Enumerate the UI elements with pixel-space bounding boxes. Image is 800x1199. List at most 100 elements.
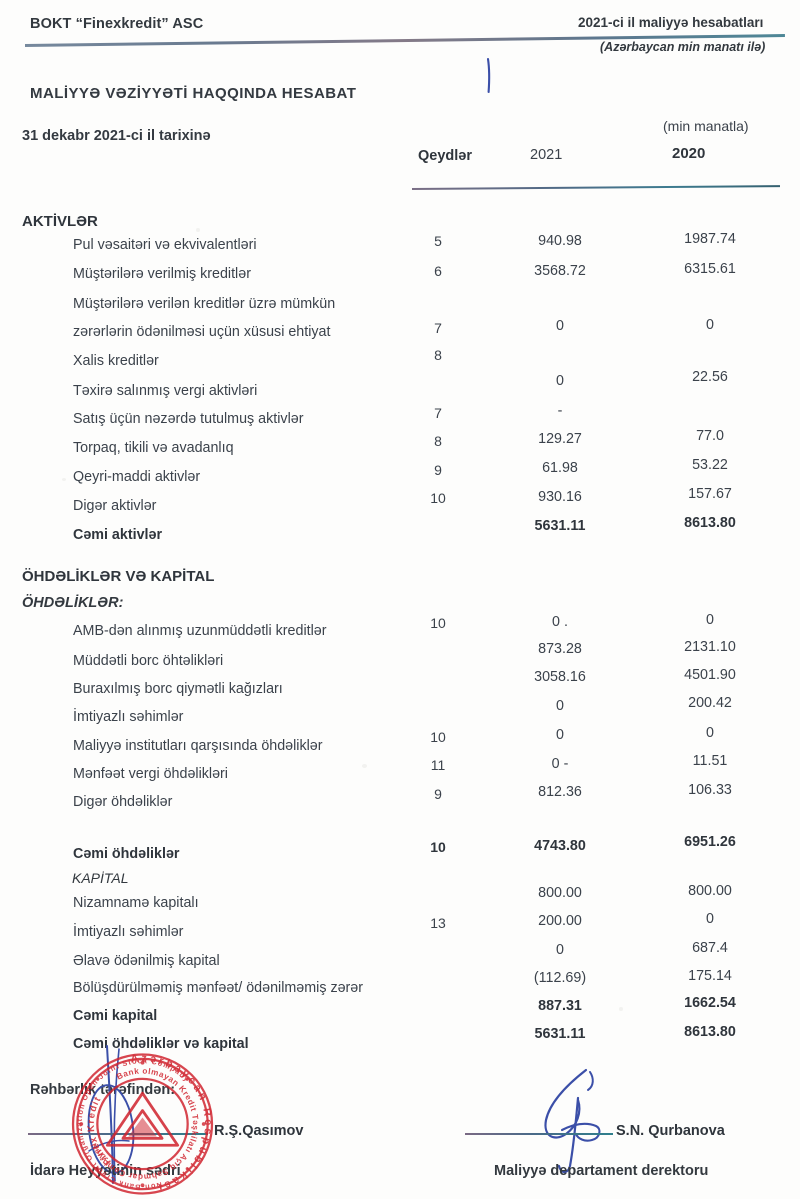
row-value-2020: 687.4 <box>692 940 728 956</box>
row-value-2021: 0 - <box>551 756 569 772</box>
row-note: 10 <box>430 615 446 631</box>
row-label: Buraxılmış borc qiymətli kağızları <box>73 681 283 697</box>
section-subheading-equity: KAPİTAL <box>72 870 129 886</box>
row-label: Maliyyə institutları qarşısında öhdəlikl… <box>73 738 323 754</box>
column-header-2020: 2020 <box>672 145 706 162</box>
row-value-2020: 8613.80 <box>684 515 736 531</box>
row-label: Təxirə salınmış vergi aktivləri <box>73 383 258 399</box>
row-value-2021: 930.16 <box>538 489 582 505</box>
row-value-2021: 200.00 <box>538 913 582 929</box>
row-value-2020: 106.33 <box>688 782 732 798</box>
row-note: 13 <box>430 915 446 931</box>
row-note: 6 <box>434 263 442 279</box>
svg-text:Finex Kredit: Finex Kredit <box>86 1094 114 1167</box>
row-label: Pul vəsaitəri və ekvivalentləri <box>73 237 257 253</box>
row-label: Müştərilərə verilmiş kreditlər <box>73 266 251 282</box>
row-note: 10 <box>430 490 446 506</box>
row-label: Nizamnamə kapitalı <box>73 895 199 911</box>
column-header-2021: 2021 <box>530 147 563 163</box>
row-value-2021: 873.28 <box>538 641 582 657</box>
row-label-total-liabilities-equity: Cəmi öhdəliklər və kapital <box>73 1036 249 1052</box>
row-value-2021: 812.36 <box>538 784 582 800</box>
row-label: Müştərilərə verilən kreditlər üzrə mümkü… <box>73 296 336 312</box>
page-title: MALİYYƏ VƏZİYYƏTİ HAQQINDA HESABAT <box>30 85 357 102</box>
row-value-2020: 53.22 <box>692 457 728 473</box>
row-value-2021: 0 <box>556 727 564 743</box>
scan-speckle <box>619 1007 623 1011</box>
row-value-2020: 800.00 <box>688 883 732 899</box>
pen-mark-tick <box>480 57 500 94</box>
row-label: Bölüşdürülməmiş mənfəət/ ödənilməmiş zər… <box>73 980 364 996</box>
row-value-2020: 77.0 <box>696 428 724 444</box>
approved-by-label: Rəhbərlik tərəfindən: <box>30 1082 176 1098</box>
signatory-right-name: S.N. Qurbanova <box>616 1123 725 1139</box>
row-value-2021: 3058.16 <box>534 669 586 685</box>
scan-speckle <box>62 478 66 481</box>
row-label-total-equity: Cəmi kapital <box>73 1008 158 1024</box>
row-value-2020: 157.67 <box>688 486 732 502</box>
row-label: Əlavə ödənilmiş kapital <box>73 953 220 969</box>
row-label: Satış üçün nəzərdə tutulmuş aktivlər <box>73 411 304 427</box>
row-value-2021: 800.00 <box>538 885 582 901</box>
row-value-2021: 940.98 <box>538 233 582 249</box>
row-value-2021: 0 <box>556 373 564 389</box>
row-value-2020: 0 <box>706 725 714 741</box>
row-label-total-assets: Cəmi aktivlər <box>73 527 163 543</box>
row-value-2021: 0 . <box>552 614 568 630</box>
row-value-2021: 129.27 <box>538 431 582 447</box>
row-value-2021: 887.31 <box>538 998 582 1014</box>
row-label: İmtiyazlı səhimlər <box>73 924 184 940</box>
signature-line-left <box>28 1133 208 1135</box>
row-value-2021: 0 <box>556 698 564 714</box>
row-value-2020: 1987.74 <box>684 231 736 247</box>
signatory-left-name: R.Ş.Qasımov <box>214 1123 304 1139</box>
row-value-2020: 4501.90 <box>684 667 736 683</box>
row-value-2020: 175.14 <box>688 968 732 984</box>
row-label: Torpaq, tikili və avadanlıq <box>73 440 234 456</box>
column-header-notes: Qeydlər <box>418 148 472 164</box>
row-value-2020: 2131.10 <box>684 639 736 655</box>
section-heading-assets: AKTİVLƏR <box>22 213 98 230</box>
row-label: Müddətli borc öhtəlikləri <box>73 653 224 669</box>
row-label: AMB-dən alınmış uzunmüddətli kreditlər <box>73 623 327 639</box>
row-note: 7 <box>434 405 442 421</box>
row-value-2021: - <box>557 403 563 419</box>
row-value-2020: 1662.54 <box>684 995 736 1011</box>
unit-note: (min manatla) <box>663 118 749 134</box>
signature-line-right <box>465 1133 613 1135</box>
signatory-left-title: İdarə Heyyətinin sədri <box>30 1163 181 1179</box>
row-value-2020: 200.42 <box>688 695 732 711</box>
row-label-total-liabilities: Cəmi öhdəliklər <box>73 846 180 862</box>
row-note: 11 <box>430 757 446 773</box>
signatory-right-title: Maliyyə departament derektoru <box>494 1163 709 1179</box>
row-note: 9 <box>434 786 442 802</box>
row-note: 8 <box>434 347 442 363</box>
row-note: 5 <box>434 233 442 249</box>
row-note: 10 <box>430 729 446 745</box>
row-value-2020: 0 <box>706 612 714 628</box>
row-note: 8 <box>434 433 442 449</box>
row-value-2021: 0 <box>556 318 564 334</box>
row-value-2020: 6951.26 <box>684 834 736 850</box>
scan-speckle <box>362 764 367 768</box>
currency-note: (Azərbaycan min manatı ilə) <box>600 40 766 54</box>
scan-speckle <box>196 228 200 232</box>
row-value-2020: 22.56 <box>692 369 728 385</box>
section-subheading-liabilities: ÖHDƏLİKLƏR: <box>22 595 124 611</box>
company-name: BOKT “Finexkredit” ASC <box>30 16 204 32</box>
row-label: zərərlərin ödənilməsi uçün xüsusi ehtiya… <box>73 324 331 340</box>
row-label: Xalis kreditlər <box>73 353 159 369</box>
as-of-date: 31 dekabr 2021-ci il tarixinə <box>22 128 211 144</box>
row-value-2020: 0 <box>706 911 714 927</box>
row-note: 7 <box>434 320 442 336</box>
row-note: 9 <box>434 462 442 478</box>
row-label: Qeyri-maddi aktivlər <box>73 469 201 485</box>
row-value-2021: (112.69) <box>533 970 587 986</box>
row-note: 10 <box>430 839 446 855</box>
row-value-2020: 6315.61 <box>684 261 736 277</box>
row-value-2021: 5631.11 <box>534 1026 586 1042</box>
row-value-2021: 3568.72 <box>534 263 586 279</box>
row-value-2021: 61.98 <box>542 460 578 476</box>
row-value-2020: 0 <box>706 317 714 333</box>
